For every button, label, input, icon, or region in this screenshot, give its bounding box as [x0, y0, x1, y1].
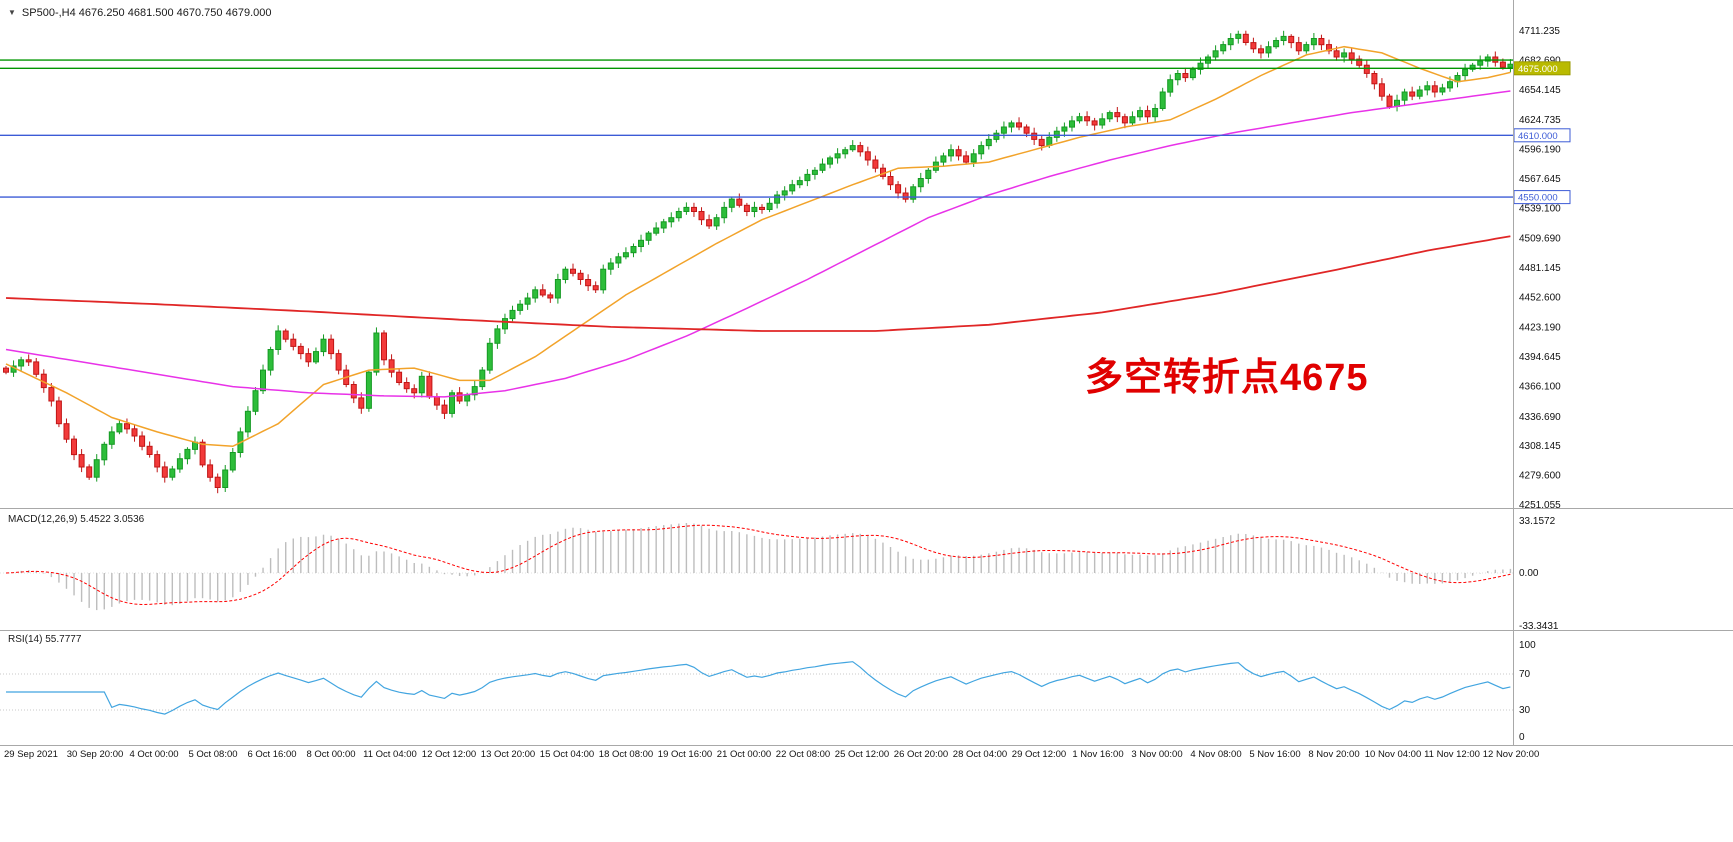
symbol-dropdown-icon[interactable]: ▼ — [8, 8, 16, 17]
price-axis-label: 4539.100 — [1519, 203, 1561, 214]
macd-histogram[interactable] — [6, 523, 1512, 611]
time-axis-label: 21 Oct 00:00 — [717, 749, 771, 760]
chart-annotation: 多空转折点4675 — [1085, 357, 1369, 399]
macd-axis-label: 0.00 — [1519, 568, 1539, 579]
time-axis-label: 5 Oct 08:00 — [188, 749, 237, 760]
price-axis-label: 4596.190 — [1519, 145, 1561, 156]
time-axis-label: 5 Nov 16:00 — [1249, 749, 1300, 760]
price-axis-label: 4394.645 — [1519, 352, 1561, 363]
time-axis-label: 10 Nov 04:00 — [1365, 749, 1422, 760]
rsi-indicator-label: RSI(14) 55.7777 — [8, 634, 82, 645]
time-axis-label: 4 Oct 00:00 — [129, 749, 178, 760]
price-axis-label: 4452.600 — [1519, 292, 1561, 303]
time-axis-label: 29 Sep 2021 — [4, 749, 58, 760]
time-axis-label: 11 Oct 04:00 — [363, 749, 417, 760]
price-line-badge-label: 4550.000 — [1518, 193, 1558, 204]
time-axis-label: 29 Oct 12:00 — [1012, 749, 1066, 760]
chart-header: ▼ SP500-,H4 4676.250 4681.500 4670.750 4… — [8, 7, 271, 19]
time-axis-label: 4 Nov 08:00 — [1190, 749, 1241, 760]
time-axis-label: 1 Nov 16:00 — [1072, 749, 1123, 760]
price-axis-label: 4308.145 — [1519, 441, 1561, 452]
time-axis-label: 8 Oct 00:00 — [306, 749, 355, 760]
time-axis-label: 6 Oct 16:00 — [247, 749, 296, 760]
price-axis-label: 4481.145 — [1519, 263, 1561, 274]
time-axis-label: 28 Oct 04:00 — [953, 749, 1007, 760]
macd-indicator-label: MACD(12,26,9) 5.4522 3.0536 — [8, 514, 145, 525]
price-axis-label: 4682.690 — [1519, 55, 1561, 66]
macd-axis-label: 33.1572 — [1519, 516, 1556, 527]
price-axis-label: 4624.735 — [1519, 115, 1561, 126]
candles[interactable] — [3, 30, 1514, 494]
time-axis-label: 11 Nov 12:00 — [1424, 749, 1480, 760]
macd-signal-line — [5, 524, 1511, 606]
time-axis-label: 19 Oct 16:00 — [658, 749, 712, 760]
ma-slow-line — [5, 235, 1511, 332]
time-axis-label: 15 Oct 04:00 — [540, 749, 594, 760]
macd-axis-label: -33.3431 — [1519, 621, 1559, 632]
ma-fast-line — [5, 45, 1511, 448]
time-axis-label: 18 Oct 08:00 — [599, 749, 653, 760]
time-axis-label: 25 Oct 12:00 — [835, 749, 889, 760]
price-line-badge-label: 4675.000 — [1518, 64, 1558, 75]
price-axis-label: 4251.055 — [1519, 500, 1561, 511]
price-axis-label: 4423.190 — [1519, 323, 1561, 334]
price-line-badge-label: 4610.000 — [1518, 131, 1558, 142]
time-axis-label: 12 Nov 20:00 — [1483, 749, 1540, 760]
symbol-ohlc: SP500-,H4 4676.250 4681.500 4670.750 467… — [21, 7, 272, 19]
time-axis-label: 30 Sep 20:00 — [67, 749, 124, 760]
price-axis-label: 4654.145 — [1519, 85, 1561, 96]
time-axis-label: 8 Nov 20:00 — [1308, 749, 1359, 760]
time-axis-label: 13 Oct 20:00 — [481, 749, 535, 760]
price-axis-label: 4567.645 — [1519, 174, 1561, 185]
price-axis-label: 4509.690 — [1519, 234, 1561, 245]
time-axis-label: 22 Oct 08:00 — [776, 749, 830, 760]
rsi-axis-label: 70 — [1519, 669, 1531, 680]
rsi-axis-label: 0 — [1519, 732, 1525, 743]
price-axis-label: 4336.690 — [1519, 412, 1561, 423]
price-axis-label: 4366.100 — [1519, 382, 1561, 393]
price-axis-label: 4279.600 — [1519, 471, 1561, 482]
rsi-line — [6, 661, 1511, 715]
time-axis-label: 26 Oct 20:00 — [894, 749, 948, 760]
time-axis-label: 3 Nov 00:00 — [1131, 749, 1182, 760]
price-axis-label: 4711.235 — [1519, 26, 1560, 37]
time-axis-label: 12 Oct 12:00 — [422, 749, 476, 760]
rsi-axis-label: 100 — [1519, 640, 1536, 651]
ma-mid-line — [5, 90, 1511, 398]
rsi-axis-label: 30 — [1519, 705, 1531, 716]
